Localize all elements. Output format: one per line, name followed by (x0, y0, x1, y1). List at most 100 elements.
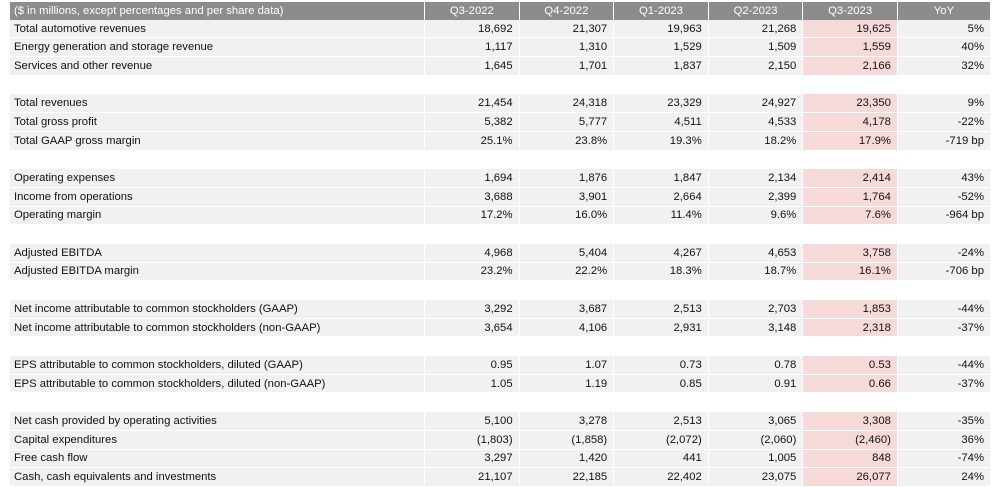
value-cell: 2,664 (613, 187, 709, 207)
table-row: Adjusted EBITDA margin 23.2% 22.2% 18.3% 18.… (10, 262, 990, 282)
group-spacer (10, 336, 990, 357)
table-row: Total GAAP gross margin 25.1% 23.8% 19.3% 18… (10, 131, 990, 151)
value-cell: 18.7% (708, 262, 804, 282)
table-row: Adjusted EBITDA 4,968 5,404 4,267 4,653 3,758… (10, 243, 990, 263)
value-cell: 4,106 (519, 318, 615, 338)
value-cell: 21,454 (424, 93, 520, 114)
value-cell-highlighted: 2,166 (802, 56, 898, 76)
value-cell: 3,687 (519, 299, 615, 319)
row-label: Cash, cash equivalents and investments (10, 467, 426, 487)
value-cell: 0.91 (708, 374, 804, 394)
value-cell: 0.73 (613, 355, 709, 375)
value-cell: 0.95 (424, 355, 520, 375)
value-cell: 1,847 (613, 168, 709, 188)
yoy-cell: -44% (897, 355, 990, 375)
value-cell: 1,837 (613, 56, 709, 76)
value-cell: 441 (613, 449, 709, 469)
value-cell: 2,399 (708, 187, 804, 207)
yoy-cell: 24% (897, 467, 990, 487)
header-row: ($ in millions, except percentages and p… (10, 2, 990, 20)
yoy-cell: -719 bp (897, 131, 990, 151)
yoy-cell: -35% (897, 411, 990, 431)
yoy-cell: -24% (897, 243, 990, 263)
row-label: Total revenues (10, 93, 426, 114)
value-cell: (2,060) (708, 430, 804, 450)
value-cell: 1,005 (708, 449, 804, 469)
value-cell-highlighted: 2,318 (802, 318, 898, 338)
value-cell-highlighted: 1,853 (802, 299, 898, 319)
value-cell: 2,703 (708, 299, 804, 319)
table-row: Energy generation and storage revenue 1,1… (10, 37, 990, 58)
value-cell: 18.3% (613, 262, 709, 282)
yoy-cell: -37% (897, 318, 990, 338)
yoy-cell: 43% (897, 168, 990, 188)
value-cell: 19.3% (613, 131, 709, 151)
row-label: Net income attributable to common stockh… (10, 318, 426, 338)
group-spacer (10, 392, 990, 413)
value-cell: 1,645 (424, 56, 520, 76)
value-cell: 21,307 (519, 19, 615, 39)
value-cell: 3,654 (424, 318, 520, 338)
value-cell: 3,278 (519, 411, 615, 431)
value-cell-highlighted: 0.66 (802, 374, 898, 394)
value-cell: 17.2% (424, 206, 520, 226)
value-cell: 3,292 (424, 299, 520, 319)
value-cell: 1.19 (519, 374, 615, 394)
value-cell: 1.07 (519, 355, 615, 375)
row-label: EPS attributable to common stockholders,… (10, 355, 426, 375)
table-row: EPS attributable to common stockholders,… (10, 374, 990, 394)
value-cell: 21,107 (424, 467, 520, 487)
value-cell: 4,968 (424, 243, 520, 263)
table-row: Net income attributable to common stockh… (10, 299, 990, 319)
value-cell-highlighted: 3,758 (802, 243, 898, 263)
row-label: Operating expenses (10, 168, 426, 188)
value-cell: 16.0% (519, 206, 615, 226)
value-cell-highlighted: 7.6% (802, 206, 898, 226)
value-cell: 3,148 (708, 318, 804, 338)
value-cell-highlighted: 17.9% (802, 131, 898, 151)
value-cell: 4,267 (613, 243, 709, 263)
value-cell-highlighted: 16.1% (802, 262, 898, 282)
value-cell-highlighted: (2,460) (802, 430, 898, 450)
table-row: Cash, cash equivalents and investments 21… (10, 467, 990, 487)
financial-summary-table: ($ in millions, except percentages and p… (10, 2, 990, 487)
value-cell: (2,072) (613, 430, 709, 450)
value-cell: 23,075 (708, 467, 804, 487)
row-label: EPS attributable to common stockholders,… (10, 374, 426, 394)
table-row: EPS attributable to common stockholders,… (10, 355, 990, 375)
header-units-label: ($ in millions, except percentages and p… (10, 2, 426, 20)
value-cell: 4,511 (613, 112, 709, 132)
value-cell-highlighted: 26,077 (802, 467, 898, 487)
value-cell-highlighted: 4,178 (802, 112, 898, 132)
value-cell-highlighted: 3,308 (802, 411, 898, 431)
spacer-cell (10, 336, 990, 357)
value-cell: 3,065 (708, 411, 804, 431)
row-label: Net income attributable to common stockh… (10, 299, 426, 319)
financial-summary: ($ in millions, except percentages and p… (10, 2, 990, 487)
yoy-cell: -44% (897, 299, 990, 319)
yoy-cell: 40% (897, 37, 990, 58)
yoy-cell: 32% (897, 56, 990, 76)
table-row: Operating expenses 1,694 1,876 1,847 2,134 2,… (10, 168, 990, 188)
table-row: Total revenues 21,454 24,318 23,329 24,927 23… (10, 93, 990, 114)
value-cell: 2,150 (708, 56, 804, 76)
spacer-cell (10, 392, 990, 413)
row-label: Free cash flow (10, 449, 426, 469)
value-cell: (1,858) (519, 430, 615, 450)
value-cell: 1,310 (519, 37, 615, 58)
value-cell: 1.05 (424, 374, 520, 394)
group-spacer (10, 280, 990, 300)
table-row: Free cash flow 3,297 1,420 441 1,005 848 -74% (10, 449, 990, 469)
header-period-q1-2023: Q1-2023 (613, 2, 709, 20)
value-cell: 2,134 (708, 168, 804, 188)
group-spacer (10, 75, 990, 95)
value-cell: 22,185 (519, 467, 615, 487)
value-cell: 1,117 (424, 37, 520, 58)
value-cell: 5,100 (424, 411, 520, 431)
value-cell: 1,701 (519, 56, 615, 76)
value-cell: 1,509 (708, 37, 804, 58)
header-period-q2-2023: Q2-2023 (708, 2, 804, 20)
row-label: Capital expenditures (10, 430, 426, 450)
yoy-cell: 5% (897, 19, 990, 39)
yoy-cell: -706 bp (897, 262, 990, 282)
